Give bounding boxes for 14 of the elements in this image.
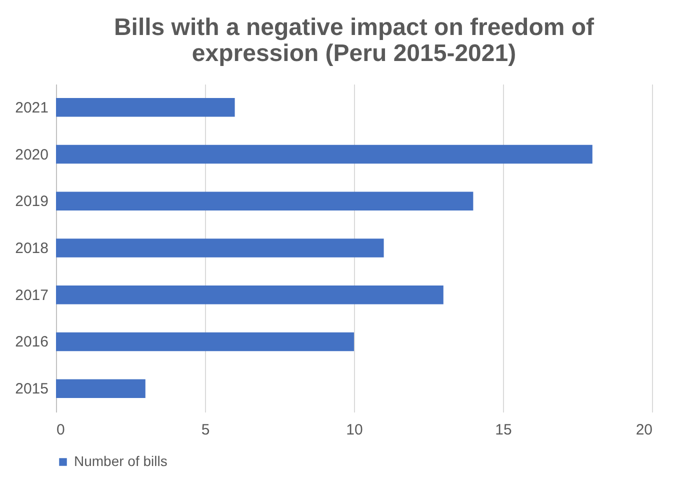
y-tick-label: 2017 <box>15 286 48 304</box>
chart-title: Bills with a negative impact on freedom of expression (Peru 2015-2021) <box>114 14 596 67</box>
y-tick-label: 2016 <box>15 334 48 351</box>
x-tick-label: 0 <box>56 422 65 438</box>
y-tick-label: 2021 <box>15 99 48 116</box>
legend-label: Number of bills <box>74 453 168 469</box>
y-tick-label: 2019 <box>15 193 48 210</box>
x-tick-label: 15 <box>495 422 512 438</box>
x-tick-label: 5 <box>201 422 210 438</box>
y-tick-label: 2015 <box>15 380 48 398</box>
y-tick-label: 2020 <box>15 146 48 164</box>
x-tick-label: 10 <box>346 422 363 438</box>
y-tick-label: 2018 <box>15 240 48 257</box>
x-tick-label: 20 <box>636 422 652 438</box>
